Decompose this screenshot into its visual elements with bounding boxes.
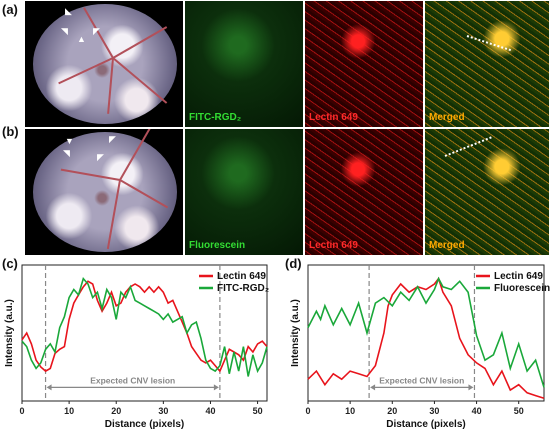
line-chart-d: 0 10 20 30 40 50 Distance (pixels) Intensity (a…	[290, 264, 550, 430]
panel-b-label: (b)	[2, 124, 19, 139]
image-caption: Merged	[429, 240, 465, 251]
x-axis-label: Distance (pixels)	[105, 419, 184, 430]
image-caption: FITC-RGD₂	[189, 112, 242, 123]
x-tick-label: 50	[253, 406, 263, 416]
panel-a-fitc-image: FITC-RGD₂	[185, 1, 303, 127]
arrowhead-icon: ◤	[97, 152, 104, 162]
panel-b-fundus-image: ▼ ◥ ◤ ◤	[25, 129, 183, 255]
arrow-head-left	[46, 384, 52, 391]
series-line-1	[307, 276, 545, 388]
x-tick-label: 30	[158, 406, 168, 416]
plot-frame	[21, 264, 268, 402]
annotation-text: Expected CNV lesion	[379, 375, 464, 385]
annotation-bg	[92, 374, 173, 386]
line-chart-c: 0 10 20 30 40 50 Distance (pixels) Intensity (a…	[4, 264, 269, 430]
image-caption: Merged	[429, 112, 465, 123]
arrowhead-icon: ◥	[61, 26, 68, 36]
panel-a-merged-image: Merged	[425, 1, 549, 127]
annotation-bg	[381, 374, 462, 386]
y-axis-label: Intensity (a.u.)	[4, 299, 15, 367]
arrow-head-right	[213, 384, 219, 391]
series-line-1	[21, 276, 268, 377]
x-tick-label: 0	[19, 406, 24, 416]
legend-label-1: Fluorescein	[494, 283, 550, 294]
x-tick-label: 40	[205, 406, 215, 416]
profile-line	[444, 136, 492, 157]
panel-b-fluorescein-image: Fluorescein	[185, 129, 303, 255]
x-tick-label: 20	[111, 406, 121, 416]
retina-circle	[33, 132, 177, 252]
legend-label-0: Lectin 649	[217, 271, 266, 282]
panel-a-label: (a)	[2, 2, 18, 17]
arrowhead-icon: ◤	[93, 26, 100, 36]
y-axis-label: Intensity (a.u.)	[290, 299, 301, 367]
x-tick-label: 10	[345, 406, 355, 416]
x-tick-label: 40	[472, 406, 482, 416]
arrowhead-icon: ◤	[109, 134, 116, 144]
panel-a-fundus-image: ◣ ◥ ▲ ◤	[25, 1, 183, 127]
legend-label-1: FITC-RGD₂	[217, 283, 269, 294]
x-tick-label: 10	[64, 406, 74, 416]
series-line-0	[307, 276, 545, 400]
arrow-head-right	[468, 384, 474, 391]
image-caption: Lectin 649	[309, 240, 358, 251]
series-line-0	[21, 280, 268, 373]
image-caption: Lectin 649	[309, 112, 358, 123]
x-tick-label: 0	[305, 406, 310, 416]
panel-b-merged-image: Merged	[425, 129, 549, 255]
arrow-head-left	[370, 384, 376, 391]
x-tick-label: 20	[387, 406, 397, 416]
panel-d-label: (d)	[285, 256, 302, 271]
panel-c-label: (c)	[2, 256, 18, 271]
arrowhead-icon: ◥	[63, 148, 70, 158]
arrowhead-icon: ▼	[65, 136, 74, 146]
x-tick-label: 50	[514, 406, 524, 416]
legend-label-0: Lectin 649	[494, 271, 543, 282]
x-axis-label: Distance (pixels)	[386, 419, 465, 430]
retina-circle	[33, 4, 177, 124]
annotation-text: Expected CNV lesion	[90, 375, 175, 385]
panel-b-lectin-image: Lectin 649	[305, 129, 423, 255]
panel-a-lectin-image: Lectin 649	[305, 1, 423, 127]
x-tick-label: 30	[429, 406, 439, 416]
plot-frame	[307, 264, 545, 402]
arrowhead-icon: ◣	[65, 6, 72, 16]
arrowhead-icon: ▲	[77, 34, 86, 44]
profile-line	[466, 35, 512, 52]
image-caption: Fluorescein	[189, 240, 246, 251]
